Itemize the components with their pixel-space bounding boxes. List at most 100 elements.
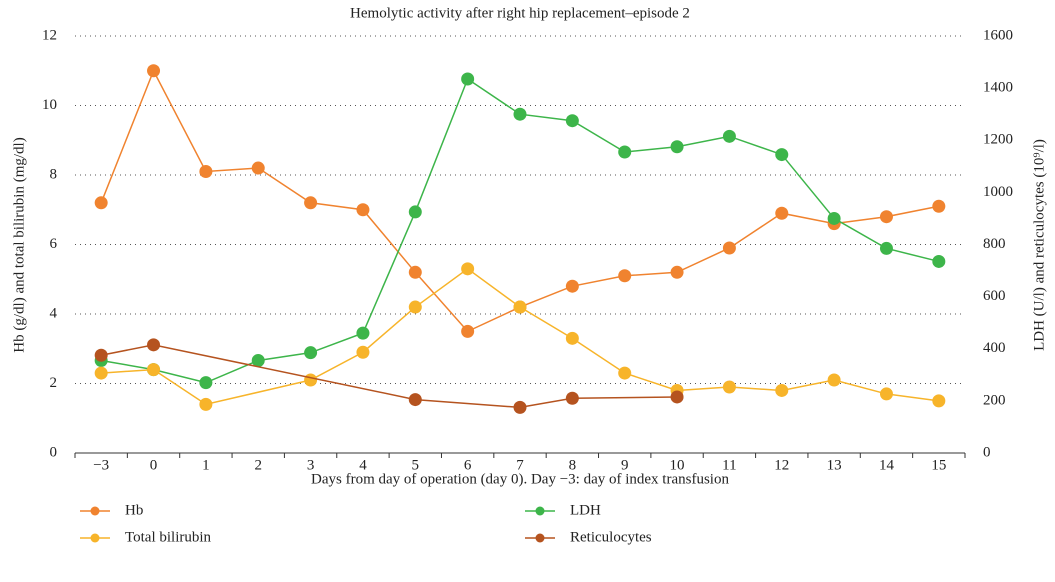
legend-label: LDH xyxy=(570,502,601,518)
y2-tick-label: 1000 xyxy=(983,184,1013,200)
data-point xyxy=(461,324,475,338)
x-tick-label: 2 xyxy=(254,457,262,473)
y2-tick-label: 0 xyxy=(983,444,991,460)
y-tick-label: 12 xyxy=(42,27,57,43)
x-tick-label: 3 xyxy=(307,457,315,473)
legend-marker xyxy=(90,506,100,516)
y-tick-label: 2 xyxy=(50,375,58,391)
y2-tick-label: 1200 xyxy=(983,132,1013,148)
data-point xyxy=(722,380,736,394)
x-tick-label: 10 xyxy=(670,457,685,473)
x-tick-label: 9 xyxy=(621,457,629,473)
y2-axis-label: LDH (U/l) and reticulocytes (10⁹/l) xyxy=(1031,139,1047,351)
data-point xyxy=(670,140,684,154)
legend-marker xyxy=(90,533,100,543)
data-point xyxy=(827,373,841,387)
x-tick-label: 15 xyxy=(931,457,946,473)
data-point xyxy=(461,72,475,86)
x-tick-label: 6 xyxy=(464,457,472,473)
data-point xyxy=(565,331,579,345)
data-point xyxy=(304,196,318,210)
data-point xyxy=(513,400,527,414)
data-point xyxy=(879,210,893,224)
series-line xyxy=(101,344,678,409)
data-point xyxy=(670,390,684,404)
data-point xyxy=(565,114,579,128)
data-point xyxy=(304,346,318,360)
legend-marker xyxy=(535,533,545,543)
data-point xyxy=(356,203,370,217)
data-point xyxy=(932,254,946,268)
data-point xyxy=(932,394,946,408)
data-point xyxy=(304,373,318,387)
data-point xyxy=(722,241,736,255)
data-point xyxy=(199,397,213,411)
x-tick-label: 0 xyxy=(150,457,158,473)
x-tick-label: 12 xyxy=(774,457,789,473)
data-point xyxy=(147,338,161,352)
data-point xyxy=(251,161,265,175)
x-axis-label: Days from day of operation (day 0). Day … xyxy=(311,471,729,487)
data-point xyxy=(775,206,789,220)
data-point xyxy=(879,241,893,255)
y2-tick-label: 400 xyxy=(983,340,1006,356)
data-point xyxy=(722,129,736,143)
data-point xyxy=(565,279,579,293)
chart-title: Hemolytic activity after right hip repla… xyxy=(350,5,690,21)
y2-tick-label: 1400 xyxy=(983,80,1013,96)
data-point xyxy=(147,363,161,377)
data-point xyxy=(408,300,422,314)
legend-label: Hb xyxy=(125,502,143,518)
data-point xyxy=(618,366,632,380)
y-tick-label: 8 xyxy=(50,166,58,182)
x-tick-label: 1 xyxy=(202,457,210,473)
data-point xyxy=(408,393,422,407)
y-tick-label: 6 xyxy=(50,236,58,252)
data-point xyxy=(408,265,422,279)
y2-tick-label: 800 xyxy=(983,236,1006,252)
data-point xyxy=(251,353,265,367)
data-point xyxy=(94,348,108,362)
data-point xyxy=(775,148,789,162)
data-point xyxy=(775,383,789,397)
data-point xyxy=(199,165,213,179)
data-point xyxy=(356,345,370,359)
x-tick-label: −3 xyxy=(93,457,109,473)
data-point xyxy=(461,262,475,276)
y2-tick-label: 1600 xyxy=(983,27,1013,43)
x-tick-label: 4 xyxy=(359,457,367,473)
data-point xyxy=(147,64,161,78)
data-point xyxy=(618,269,632,283)
series-line xyxy=(101,267,939,406)
y-tick-label: 0 xyxy=(50,444,58,460)
legend-label: Total bilirubin xyxy=(125,529,212,545)
y-tick-label: 4 xyxy=(50,305,58,321)
series-line xyxy=(101,77,940,384)
data-point xyxy=(199,376,213,390)
y2-tick-label: 600 xyxy=(983,288,1006,304)
y-tick-label: 10 xyxy=(42,97,57,113)
x-tick-label: 5 xyxy=(412,457,420,473)
data-point xyxy=(94,366,108,380)
x-tick-label: 14 xyxy=(879,457,895,473)
legend-label: Reticulocytes xyxy=(570,529,652,545)
x-tick-label: 13 xyxy=(827,457,842,473)
x-tick-label: 8 xyxy=(569,457,577,473)
data-point xyxy=(513,300,527,314)
y2-tick-label: 200 xyxy=(983,392,1006,408)
data-point xyxy=(356,326,370,340)
data-point xyxy=(408,205,422,219)
x-tick-label: 11 xyxy=(722,457,736,473)
legend-marker xyxy=(535,506,545,516)
data-point xyxy=(565,391,579,405)
data-point xyxy=(827,211,841,225)
data-point xyxy=(879,387,893,401)
data-point xyxy=(618,145,632,159)
data-point xyxy=(513,107,527,121)
x-tick-label: 7 xyxy=(516,457,524,473)
data-point xyxy=(932,199,946,213)
y-axis-label: Hb (g/dl) and total bilirubin (mg/dl) xyxy=(11,137,27,352)
data-point xyxy=(670,265,684,279)
data-point xyxy=(94,196,108,210)
